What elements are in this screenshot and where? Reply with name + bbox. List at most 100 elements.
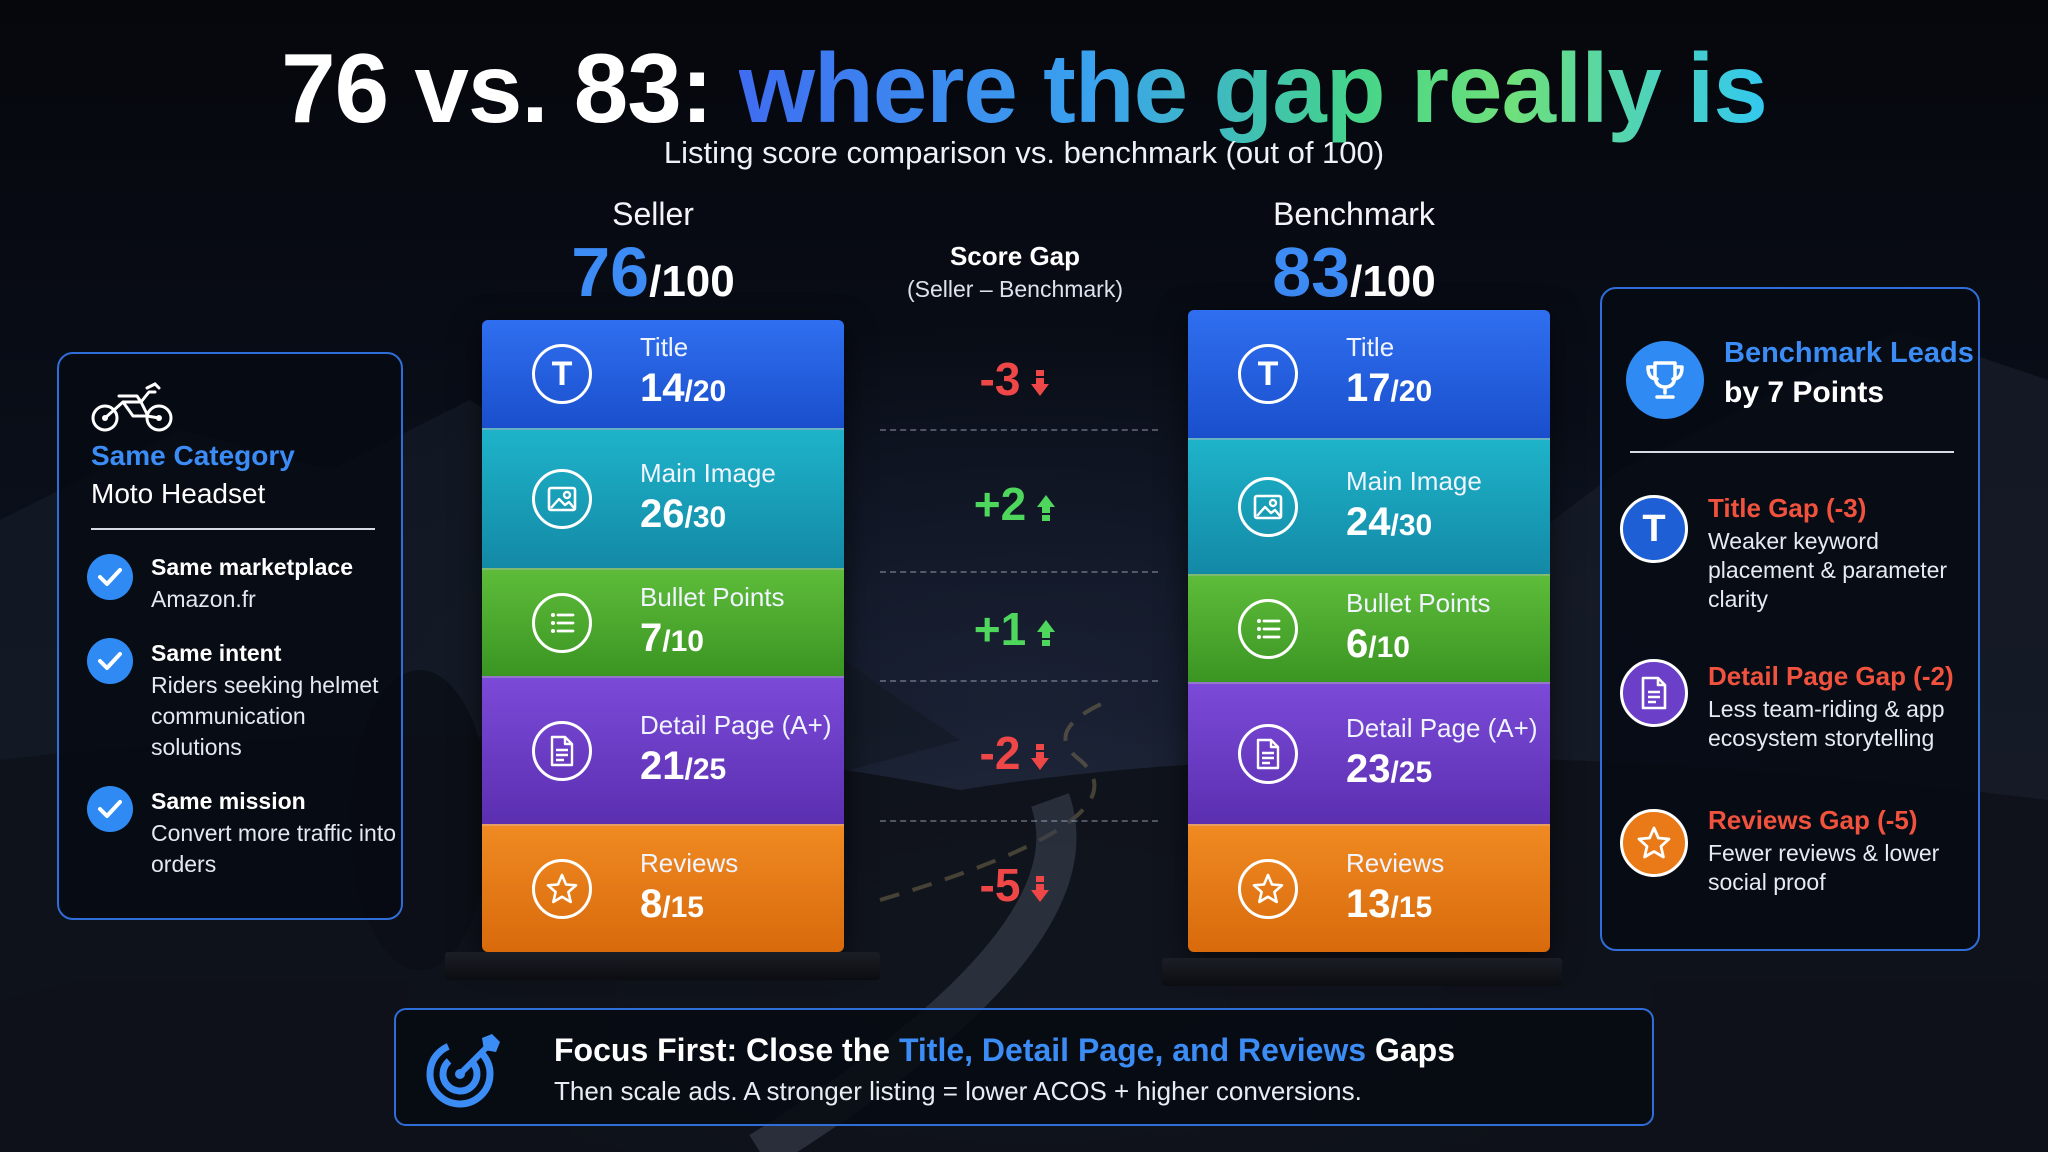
seller-stack-base (445, 952, 880, 980)
benchmark-leads-panel: Benchmark Leads by 7 Points T Title Gap … (1600, 287, 1980, 951)
check-icon (87, 554, 133, 600)
reviews-gap-heading: Reviews Gap (-5) (1708, 805, 1918, 835)
gap-value-title: -3 (930, 352, 1100, 406)
focus-heading: Focus First: Close the Title, Detail Pag… (554, 1032, 1455, 1069)
check-icon (87, 638, 133, 684)
gap-header-title: Score Gap (949, 241, 1081, 271)
arrow-up-icon (1037, 619, 1056, 646)
item-heading-intent: Same intent (151, 640, 282, 666)
benchmark-value-main-image: 24/30 (1346, 500, 1433, 544)
benchmark-value-bullet-points: 6/10 (1346, 622, 1410, 666)
benchmark-name: Benchmark (1273, 196, 1435, 232)
title-icon: T (532, 344, 592, 404)
title-gap-icon: T (1620, 495, 1688, 563)
reviews-gap-text: Fewer reviews & lower social proof (1708, 840, 1940, 895)
title-part1: 76 vs. 83: (281, 33, 713, 143)
detail-page-gap-text: Less team-riding & app ecosystem storyte… (1708, 696, 1945, 751)
seller-value-detail-page: 21/25 (640, 744, 727, 788)
item-heading-marketplace: Same marketplace (151, 554, 354, 580)
reviews-gap-icon (1620, 809, 1688, 877)
seller-value-title: 14/20 (640, 366, 727, 410)
benchmark-segment-main-image: Main Image 24/30 (1188, 438, 1550, 574)
focus-heading-highlight: Title, Detail Page, and Reviews (898, 1032, 1367, 1068)
benchmark-label-detail-page: Detail Page (A+) (1346, 713, 1538, 743)
benchmark-value-reviews: 13/15 (1346, 882, 1433, 926)
gap-value-reviews: -5 (930, 858, 1100, 912)
detail-page-gap-heading: Detail Page Gap (-2) (1708, 661, 1954, 691)
star-icon (532, 859, 592, 919)
seller-stack: T Title 14/20 Main Image 26/30 Bullet Points 7… (482, 320, 844, 952)
divider (1630, 451, 1954, 453)
benchmark-score-denominator: /100 (1350, 257, 1436, 306)
focus-heading-pre: Focus First: Close the (554, 1032, 891, 1068)
benchmark-segment-detail-page: Detail Page (A+) 23/25 (1188, 682, 1550, 824)
page-subtitle: Listing score comparison vs. benchmark (… (663, 135, 1385, 170)
seller-score-denominator: /100 (649, 257, 735, 306)
benchmark-score-value: 83 (1272, 233, 1351, 311)
lead-line2: by 7 Points (1724, 376, 1885, 409)
gap-divider (880, 680, 1158, 682)
focus-text: Then scale ads. A stronger listing = low… (554, 1076, 1362, 1106)
seller-value-reviews: 8/15 (640, 882, 704, 926)
benchmark-segment-bullet-points: Bullet Points 6/10 (1188, 574, 1550, 682)
seller-score-value: 76 (571, 233, 650, 311)
benchmark-stack-base (1162, 958, 1562, 986)
seller-label-main-image: Main Image (640, 458, 776, 488)
image-icon (1238, 477, 1298, 537)
title-part2: where the gap really is (738, 33, 1768, 143)
seller-segment-title: T Title 14/20 (482, 320, 844, 428)
item-text-marketplace: Amazon.fr (151, 586, 256, 612)
seller-label-title: Title (640, 332, 689, 362)
item-heading-mission: Same mission (151, 788, 306, 814)
seller-name: Seller (612, 196, 694, 232)
benchmark-score: 83/100 (1174, 237, 1534, 317)
arrow-down-icon (1031, 743, 1050, 770)
seller-segment-main-image: Main Image 26/30 (482, 428, 844, 568)
seller-label-reviews: Reviews (640, 848, 739, 878)
document-icon (532, 721, 592, 781)
benchmark-label-bullet-points: Bullet Points (1346, 588, 1491, 618)
seller-value-main-image: 26/30 (640, 492, 727, 536)
gap-value-detail-page: -2 (930, 726, 1100, 780)
focus-banner: Focus First: Close the Title, Detail Pag… (394, 1008, 1654, 1126)
benchmark-label-title: Title (1346, 332, 1395, 362)
item-text-intent: Riders seeking helmet communication solu… (151, 672, 379, 760)
gap-value-main-image: +2 (930, 477, 1100, 531)
star-icon (1238, 859, 1298, 919)
benchmark-stack: T Title 17/20 Main Image 24/30 Bullet Points 6… (1188, 310, 1550, 952)
category-value: Moto Headset (91, 478, 266, 509)
benchmark-label-reviews: Reviews (1346, 848, 1445, 878)
category-label: Same Category (91, 440, 295, 471)
lead-line1: Benchmark Leads (1724, 337, 1974, 369)
gap-value-bullet-points: +1 (930, 602, 1100, 656)
seller-score: 76/100 (473, 237, 833, 317)
gap-divider (880, 820, 1158, 822)
benchmark-segment-reviews: Reviews 13/15 (1188, 824, 1550, 952)
arrow-down-icon (1031, 369, 1050, 396)
focus-heading-post: Gaps (1374, 1032, 1455, 1068)
check-icon (87, 786, 133, 832)
seller-segment-detail-page: Detail Page (A+) 21/25 (482, 676, 844, 824)
motorcycle-icon (91, 382, 173, 432)
item-text-mission: Convert more traffic into orders (151, 820, 397, 877)
title-gap-text: Weaker keyword placement & parameter cla… (1708, 528, 1948, 612)
gap-header: Score Gap (Seller – Benchmark) (880, 241, 1150, 303)
document-icon (1238, 724, 1298, 784)
benchmark-header: Benchmark 83/100 (1174, 196, 1534, 317)
title-gap-heading: Title Gap (-3) (1708, 493, 1867, 523)
gap-divider (880, 571, 1158, 573)
seller-label-detail-page: Detail Page (A+) (640, 710, 832, 740)
list-icon (1238, 599, 1298, 659)
seller-label-bullet-points: Bullet Points (640, 582, 785, 612)
benchmark-label-main-image: Main Image (1346, 466, 1482, 496)
page-title: 76 vs. 83: where the gap really is (0, 28, 2048, 148)
target-icon (426, 1034, 500, 1108)
list-icon (532, 593, 592, 653)
benchmark-segment-title: T Title 17/20 (1188, 310, 1550, 438)
title-icon: T (1238, 344, 1298, 404)
benchmark-value-title: 17/20 (1346, 366, 1433, 410)
arrow-up-icon (1037, 494, 1056, 521)
seller-segment-reviews: Reviews 8/15 (482, 824, 844, 952)
gap-header-subtitle: (Seller – Benchmark) (906, 276, 1124, 302)
gap-divider (880, 429, 1158, 431)
